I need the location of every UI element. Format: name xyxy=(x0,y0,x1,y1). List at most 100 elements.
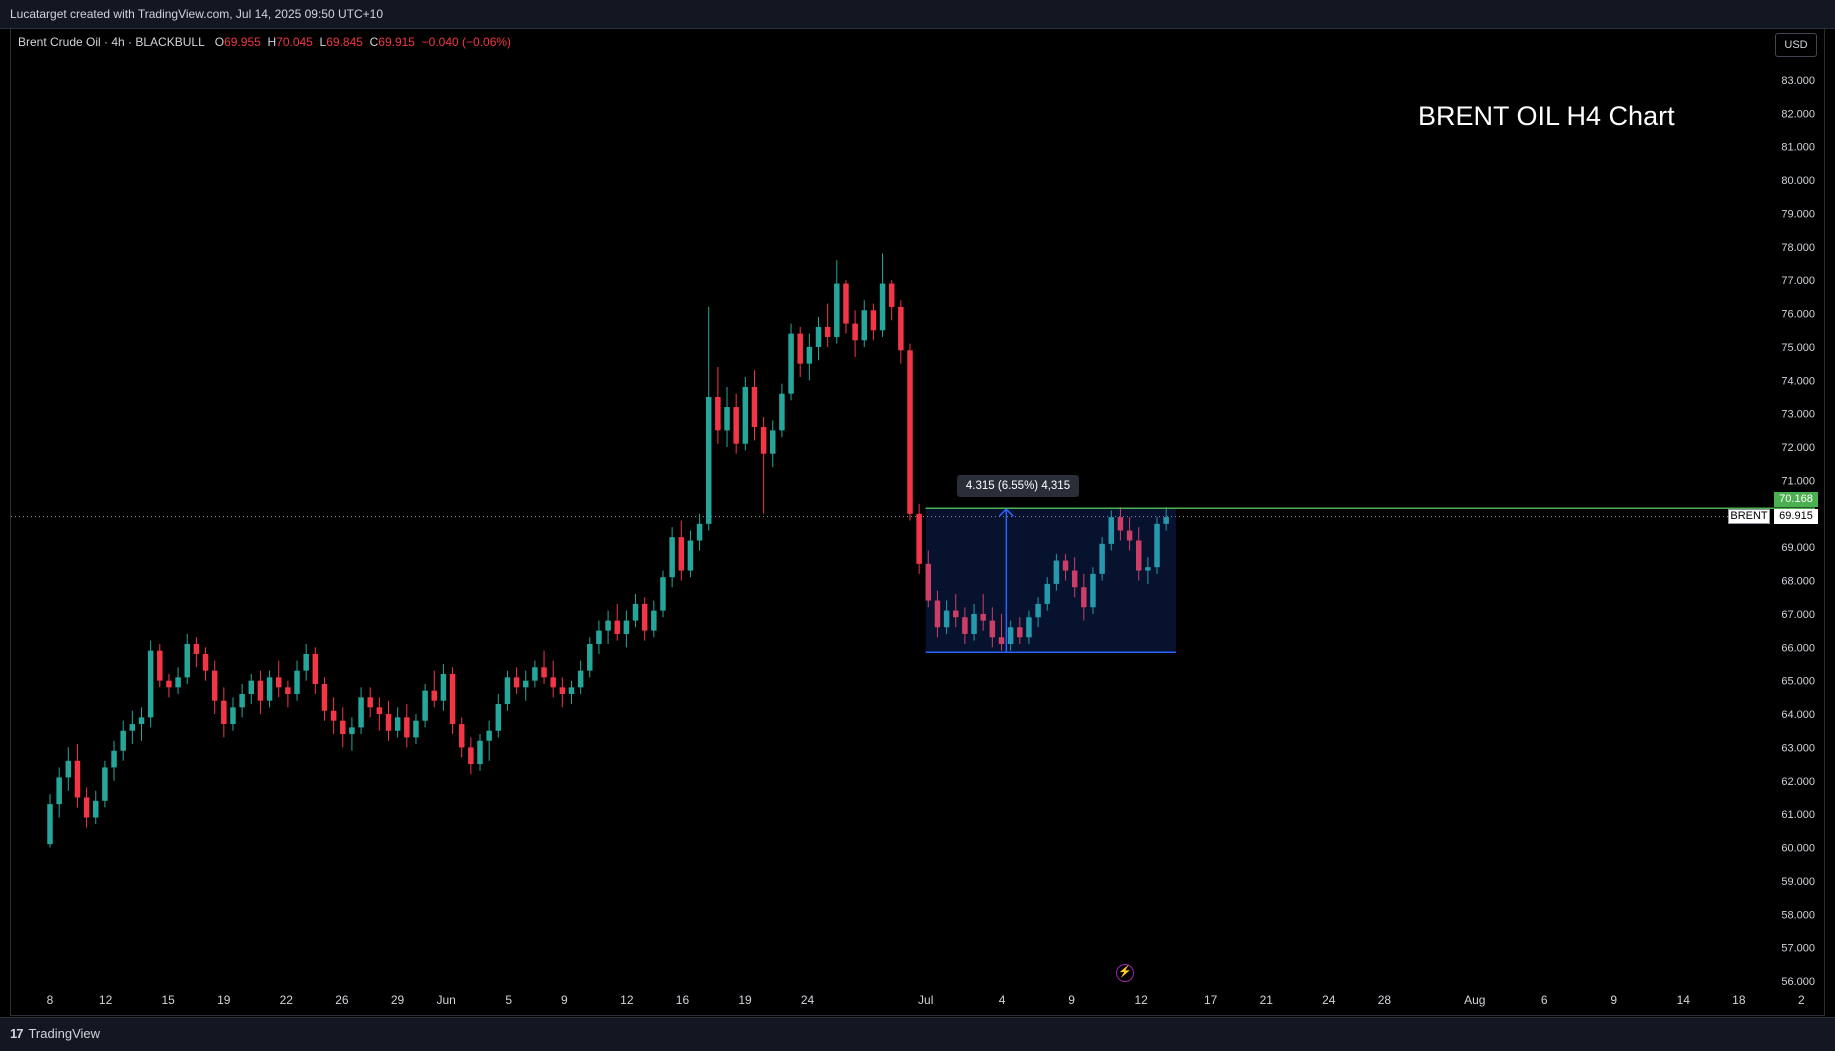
candle-body[interactable] xyxy=(275,677,282,688)
candle-body[interactable] xyxy=(724,407,730,431)
candle-body[interactable] xyxy=(193,643,200,654)
candle-body[interactable] xyxy=(797,333,803,364)
candle-body[interactable] xyxy=(669,537,675,578)
candle-body[interactable] xyxy=(532,667,538,681)
candle-body[interactable] xyxy=(257,680,264,701)
candle-body[interactable] xyxy=(376,707,383,715)
candle-body[interactable] xyxy=(83,797,90,818)
candle-body[interactable] xyxy=(431,690,437,701)
candle-body[interactable] xyxy=(495,704,502,731)
candle-body[interactable] xyxy=(952,610,959,618)
candle-body[interactable] xyxy=(74,760,81,798)
candle-body[interactable] xyxy=(806,346,813,364)
candle-body[interactable] xyxy=(367,697,373,708)
candle-body[interactable] xyxy=(147,650,154,718)
candle-body[interactable] xyxy=(358,697,364,728)
candle-body[interactable] xyxy=(605,620,611,631)
candle-body[interactable] xyxy=(47,804,53,845)
candle-body[interactable] xyxy=(568,687,575,695)
candle-body[interactable] xyxy=(770,430,776,454)
candle-body[interactable] xyxy=(294,670,300,695)
candle-body[interactable] xyxy=(166,680,172,688)
measure-box[interactable] xyxy=(925,508,1176,653)
candle-body[interactable] xyxy=(788,333,794,394)
candle-body[interactable] xyxy=(596,630,602,644)
candle-body[interactable] xyxy=(962,617,968,634)
candle-body[interactable] xyxy=(559,687,566,695)
candle-body[interactable] xyxy=(541,667,547,678)
candle-body[interactable] xyxy=(751,387,758,428)
candle-body[interactable] xyxy=(1145,567,1151,571)
candle-body[interactable] xyxy=(184,643,190,678)
candle-body[interactable] xyxy=(330,710,337,721)
candle-body[interactable] xyxy=(1026,617,1032,638)
candle-body[interactable] xyxy=(916,513,922,564)
candle-body[interactable] xyxy=(641,603,648,631)
candle-body[interactable] xyxy=(221,700,227,725)
candle-body[interactable] xyxy=(92,800,99,818)
candle-body[interactable] xyxy=(705,397,712,524)
candle-body[interactable] xyxy=(687,540,694,571)
candle-body[interactable] xyxy=(760,427,767,454)
candle-body[interactable] xyxy=(696,523,703,541)
candle-body[interactable] xyxy=(660,577,666,611)
candle-body[interactable] xyxy=(587,643,593,671)
candle-body[interactable] xyxy=(65,760,72,778)
lightning-icon[interactable]: ⚡ xyxy=(1116,964,1134,982)
candle-body[interactable] xyxy=(111,750,117,768)
candle-body[interactable] xyxy=(394,717,401,731)
candle-body[interactable] xyxy=(175,677,181,688)
candle-body[interactable] xyxy=(550,677,556,688)
candle-body[interactable] xyxy=(1035,603,1041,618)
candle-body[interactable] xyxy=(522,680,529,688)
candle-body[interactable] xyxy=(102,767,108,801)
candle-body[interactable] xyxy=(1126,530,1133,541)
candle-body[interactable] xyxy=(852,323,858,341)
candle-body[interactable] xyxy=(477,740,483,765)
candle-body[interactable] xyxy=(925,563,932,601)
candle-body[interactable] xyxy=(623,620,630,634)
candle-body[interactable] xyxy=(989,620,996,638)
candle-body[interactable] xyxy=(824,326,831,337)
candle-body[interactable] xyxy=(614,620,620,634)
candle-body[interactable] xyxy=(934,600,941,628)
candle-body[interactable] xyxy=(385,714,392,731)
candle-body[interactable] xyxy=(898,306,904,351)
candle-body[interactable] xyxy=(1053,560,1060,584)
candle-body[interactable] xyxy=(879,283,886,331)
candle-body[interactable] xyxy=(1044,583,1050,604)
candle-body[interactable] xyxy=(1163,517,1169,524)
candle-body[interactable] xyxy=(870,310,877,331)
candle-body[interactable] xyxy=(715,397,721,431)
candle-body[interactable] xyxy=(1135,540,1142,571)
candle-body[interactable] xyxy=(1007,627,1014,644)
candle-body[interactable] xyxy=(422,690,428,721)
candle-body[interactable] xyxy=(285,687,291,695)
candle-body[interactable] xyxy=(1062,560,1069,571)
candle-body[interactable] xyxy=(230,707,236,725)
candle-body[interactable] xyxy=(980,613,986,621)
candle-body[interactable] xyxy=(1117,517,1124,531)
candle-body[interactable] xyxy=(834,283,840,337)
candle-body[interactable] xyxy=(349,727,355,735)
candle-body[interactable] xyxy=(312,653,319,685)
candle-body[interactable] xyxy=(678,537,685,571)
candle-body[interactable] xyxy=(129,724,136,731)
candle-body[interactable] xyxy=(413,720,419,738)
candle-body[interactable] xyxy=(266,677,273,701)
candle-body[interactable] xyxy=(248,680,255,695)
candle-body[interactable] xyxy=(120,730,126,751)
candle-body[interactable] xyxy=(1154,523,1160,568)
candle-body[interactable] xyxy=(202,653,209,671)
candle-body[interactable] xyxy=(998,637,1005,644)
candle-body[interactable] xyxy=(779,393,785,431)
candle-body[interactable] xyxy=(971,613,977,634)
candle-body[interactable] xyxy=(1108,517,1115,544)
candle-body[interactable] xyxy=(440,673,447,701)
candle-body[interactable] xyxy=(239,694,245,708)
candle-body[interactable] xyxy=(861,310,867,341)
candle-body[interactable] xyxy=(843,283,849,324)
candle-body[interactable] xyxy=(504,677,511,705)
candle-body[interactable] xyxy=(211,670,218,701)
